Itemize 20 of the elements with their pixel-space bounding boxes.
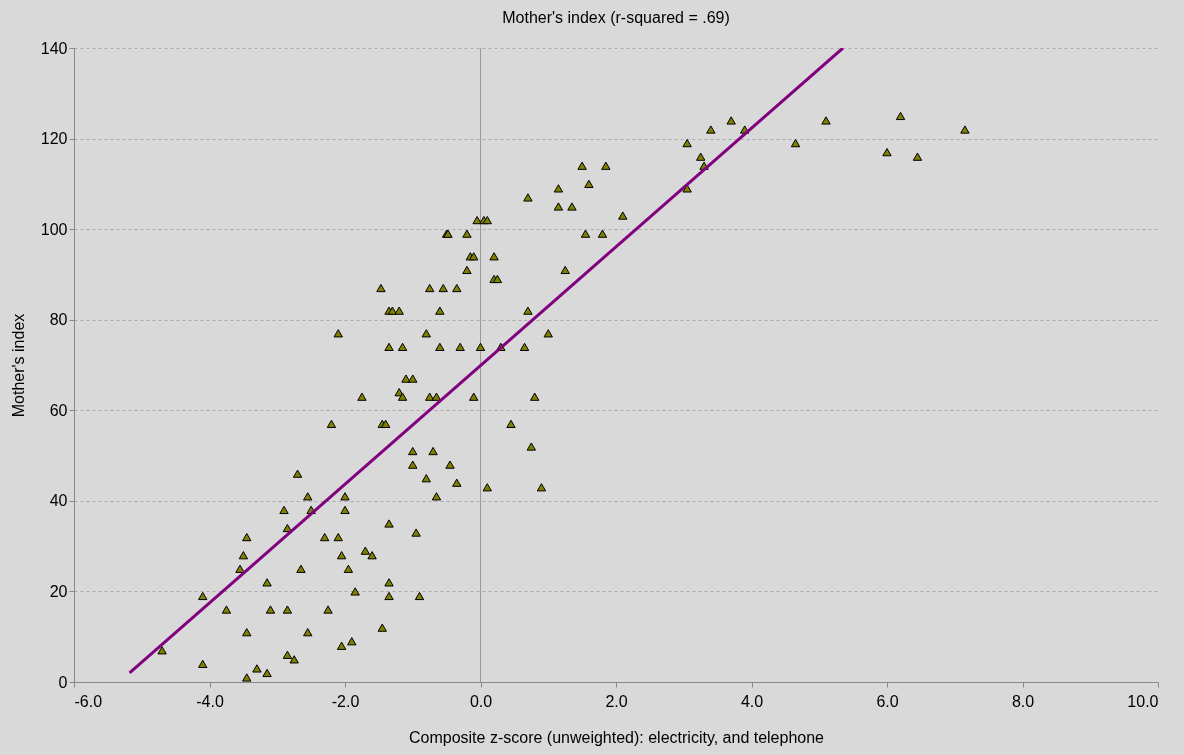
x-tick-label: 0.0	[469, 692, 493, 710]
x-tick-label: 2.0	[605, 692, 628, 710]
x-tick-label: 6.0	[876, 692, 899, 710]
y-tick-label: 40	[49, 492, 68, 510]
y-tick-label: 20	[49, 582, 68, 600]
y-tick-label: 60	[49, 401, 68, 419]
x-tick-label: 10.0	[1127, 692, 1159, 710]
y-tick-label: 0	[58, 673, 68, 691]
y-tick-label: 100	[40, 220, 68, 238]
y-axis-title: Mother's index	[9, 313, 27, 418]
chart-title: Mother's index (r-squared = .69)	[502, 9, 730, 26]
y-tick-label: 140	[40, 39, 68, 57]
x-tick-label: -4.0	[196, 692, 224, 710]
y-tick-label: 80	[49, 311, 68, 329]
x-tick-label: 8.0	[1011, 692, 1035, 710]
x-tick-label: -6.0	[74, 692, 103, 710]
x-tick-label: -2.0	[331, 692, 360, 710]
x-tick-label: 4.0	[740, 692, 764, 710]
y-tick-label: 120	[40, 130, 68, 148]
x-axis-title: Composite z-score (unweighted): electricity, and telephone	[408, 728, 825, 746]
